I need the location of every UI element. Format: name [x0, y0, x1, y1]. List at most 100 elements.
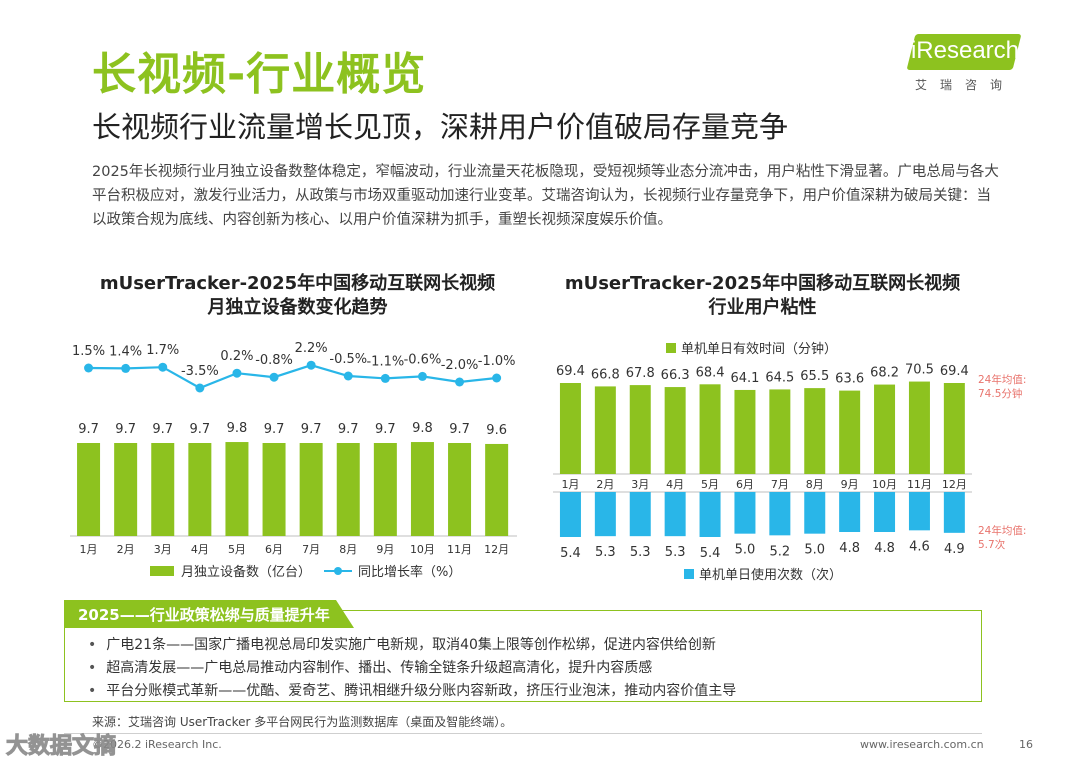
chart2-down-bar-label: 4.6	[909, 539, 930, 554]
chart2-down-bar	[804, 492, 826, 534]
chart2-x-tick: 2月	[596, 478, 614, 491]
chart1-bar-label: 9.7	[264, 422, 285, 437]
chart2-up-bar	[769, 389, 791, 474]
chart2-x-tick: 4月	[666, 478, 684, 491]
chart1-line-label: -1.0%	[478, 354, 516, 369]
chart2-up-bar-label: 64.5	[765, 370, 794, 385]
policy-item: 超高清发展——广电总局推动内容制作、播出、传输全链条升级超高清化，提升内容质感	[88, 657, 736, 680]
chart2-down-bar	[559, 492, 581, 537]
chart2-up-bar-label: 66.3	[661, 368, 690, 383]
chart1-bar-label: 9.7	[449, 422, 470, 437]
chart1-x-tick: 6月	[265, 543, 283, 556]
chart1-x-tick: 4月	[191, 543, 209, 556]
chart1-line-label: -0.6%	[404, 352, 442, 367]
chart1-bar-label: 9.7	[301, 422, 322, 437]
chart1-x-tick: 7月	[302, 543, 320, 556]
chart1-line-point	[306, 360, 316, 370]
chart1-line-label: -2.0%	[441, 358, 479, 373]
chart2-x-tick: 6月	[736, 478, 754, 491]
chart2-x-tick: 1月	[561, 478, 579, 491]
chart2-up-bar	[699, 384, 721, 474]
chart2-up-bar-label: 69.4	[556, 364, 585, 379]
chart2-down-bar-label: 5.4	[560, 546, 581, 561]
chart1-legend-line-label: 同比增长率（%）	[358, 564, 461, 580]
chart1-bar-label: 9.7	[190, 422, 211, 437]
chart2-x-tick: 10月	[872, 478, 897, 491]
chart1-legend-bar-label: 月独立设备数（亿台）	[181, 564, 311, 580]
chart2-x-tick: 8月	[806, 478, 824, 491]
chart1-bar-label: 9.7	[152, 422, 173, 437]
chart2-up-bar	[874, 384, 896, 474]
policy-list: 广电21条——国家广播电视总局印发实施广电新规，取消40集上限等创作松绑，促进内…	[88, 634, 736, 703]
chart2-down-bar-label: 5.0	[735, 543, 756, 558]
chart1-x-tick: 2月	[117, 543, 135, 556]
chart1-bar	[151, 443, 175, 536]
logo-sub-text: 艾瑞咨询	[914, 78, 1015, 92]
chart2-x-tick: 7月	[771, 478, 789, 491]
chart1-bar	[225, 442, 249, 536]
policy-heading-tab: 2025——行业政策松绑与质量提升年	[64, 600, 354, 628]
chart2-down-bar	[594, 492, 616, 537]
chart1-bar	[262, 443, 286, 536]
chart2-down-bar-label: 4.8	[839, 541, 860, 556]
chart2-up-bar	[559, 383, 581, 474]
chart1-line-label: 1.4%	[109, 344, 142, 359]
chart2-down-bar	[769, 492, 791, 536]
chart1-line-point	[380, 373, 390, 383]
chart1-title: mUserTracker-2025年中国移动互联网长视频 月独立设备数变化趋势	[70, 272, 525, 320]
chart1-bar	[410, 442, 434, 536]
chart1-bar-label: 9.7	[115, 422, 136, 437]
chart1-line-label: 2.2%	[295, 341, 328, 356]
chart1-bar-label: 9.7	[338, 422, 359, 437]
chart2-down-bar-label: 5.2	[770, 544, 791, 559]
chart2-down-bar	[629, 492, 651, 537]
chart2-legend-up-swatch	[666, 343, 676, 353]
source-note: 来源：艾瑞咨询 UserTracker 多平台网民行为监测数据库（桌面及智能终端…	[92, 715, 513, 729]
chart1-line-point	[492, 373, 502, 383]
chart1-line-label: 1.7%	[146, 343, 179, 358]
chart2-down-bar-label: 4.8	[874, 541, 895, 556]
chart1-x-tick: 1月	[80, 543, 98, 556]
chart2-up-bar	[664, 387, 686, 474]
chart1-bar-label: 9.8	[412, 421, 433, 436]
chart1-title-line2: 月独立设备数变化趋势	[207, 297, 388, 318]
policy-item: 平台分账模式革新——优酷、爱奇艺、腾讯相继升级分账内容新政，挤压行业泡沫，推动内…	[88, 680, 736, 703]
chart1-line-point	[455, 377, 465, 387]
chart2-legend-down-label: 单机单日使用次数（次）	[699, 567, 842, 583]
chart2-up-bar-label: 68.2	[870, 366, 899, 381]
chart1-line-label: -0.8%	[255, 353, 293, 368]
chart2-up-bar	[804, 388, 826, 474]
chart2-down-bar	[699, 492, 721, 537]
chart1-x-tick: 11月	[447, 543, 472, 556]
chart1-line-point	[84, 363, 94, 373]
chart2-x-tick: 3月	[631, 478, 649, 491]
website-url: www.iresearch.com.cn	[860, 738, 984, 751]
chart2-note-up-line2: 74.5分钟	[978, 387, 1022, 400]
chart2-legend-down-swatch	[684, 569, 694, 579]
chart2-x-tick: 9月	[841, 478, 859, 491]
chart1-line-point	[195, 383, 205, 393]
chart1-line-point	[121, 363, 131, 373]
chart2-up-bar-label: 66.8	[591, 367, 620, 382]
chart2-down-bar-label: 5.3	[665, 545, 686, 560]
chart2-title-line2: 行业用户粘性	[708, 297, 817, 318]
chart2-up-bar	[734, 389, 756, 474]
chart2-up-bar	[629, 385, 651, 474]
chart2-down-bar	[943, 492, 965, 533]
policy-heading: 2025——行业政策松绑与质量提升年	[78, 606, 330, 624]
chart2-note-up-line1: 24年均值:	[978, 373, 1026, 386]
chart2-down-bar	[908, 492, 930, 531]
intro-paragraph: 2025年长视频行业月独立设备数整体稳定，窄幅波动，行业流量天花板隐现，受短视频…	[92, 164, 999, 228]
chart1-x-tick: 3月	[154, 543, 172, 556]
chart2-note-down-line2: 5.7次	[978, 538, 1006, 551]
chart1-bar	[485, 443, 509, 536]
chart1-x-tick: 12月	[484, 543, 509, 556]
chart2-down-bar	[734, 492, 756, 534]
chart1-bar-label: 9.7	[375, 422, 396, 437]
chart2-up-bar	[908, 381, 930, 474]
chart1-line-point	[417, 371, 427, 381]
chart1-growth-line	[88, 364, 497, 390]
chart2-x-tick: 5月	[701, 478, 719, 491]
